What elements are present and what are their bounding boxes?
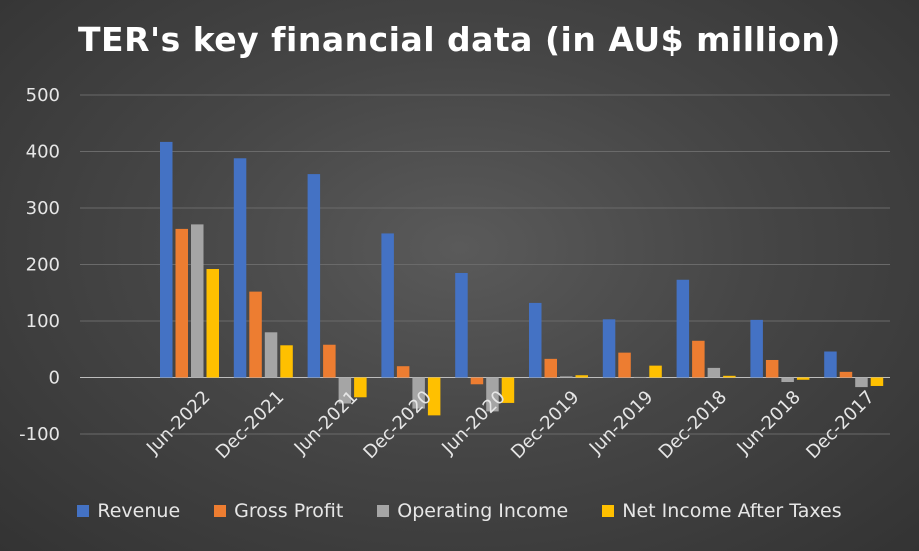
x-tick-label: Dec-2020: [359, 387, 435, 463]
legend-item-gross-profit: Gross Profit: [214, 500, 343, 522]
x-tick-label: Dec-2017: [802, 387, 878, 463]
y-tick-label: 500: [26, 85, 60, 106]
legend-swatch-operating-income: [377, 505, 390, 517]
bar-operating-income: [855, 377, 868, 388]
bar-revenue: [381, 233, 394, 378]
x-tick-label: Jun-2020: [437, 387, 509, 459]
bar-net-income-after-taxes: [870, 377, 884, 386]
bar-operating-income: [412, 377, 425, 409]
legend-swatch-gross-profit: [214, 505, 227, 517]
y-tick-label: 300: [26, 198, 60, 219]
bar-gross-profit: [765, 359, 779, 378]
bar-revenue: [750, 319, 763, 378]
bar-net-income-after-taxes: [649, 365, 662, 378]
y-tick-label: -100: [19, 424, 60, 445]
y-tick-label: 200: [26, 255, 60, 276]
bar-revenue: [602, 319, 616, 378]
chart-title: TER's key financial data (in AU$ million…: [78, 20, 841, 59]
bar-operating-income: [707, 367, 721, 378]
y-tick-label: 400: [26, 142, 60, 163]
legend-item-revenue: Revenue: [77, 500, 180, 522]
x-tick-label: Dec-2021: [212, 387, 288, 463]
bar-gross-profit: [175, 228, 188, 378]
bar-net-income-after-taxes: [723, 375, 736, 378]
bar-net-income-after-taxes: [796, 377, 810, 380]
bar-gross-profit: [470, 377, 484, 385]
bar-revenue: [307, 174, 321, 378]
bar-net-income-after-taxes: [206, 269, 219, 378]
bar-gross-profit: [618, 352, 631, 378]
bar-revenue: [676, 279, 690, 378]
bar-net-income-after-taxes: [427, 377, 441, 416]
legend-item-net-income: Net Income After Taxes: [602, 500, 842, 522]
legend-label-net-income: Net Income After Taxes: [622, 500, 842, 522]
x-tick-label: Jun-2019: [585, 387, 657, 459]
x-tick-label: Jun-2018: [733, 387, 805, 459]
bar-operating-income: [781, 377, 794, 383]
bar-gross-profit: [692, 340, 705, 378]
bar-gross-profit: [249, 291, 262, 378]
bar-revenue: [233, 158, 247, 378]
legend-label-revenue: Revenue: [97, 500, 181, 522]
legend-item-operating-income: Operating Income: [377, 500, 568, 522]
bar-operating-income: [633, 376, 647, 378]
legend-label-operating-income: Operating Income: [397, 500, 569, 522]
bar-net-income-after-taxes: [354, 377, 367, 398]
bar-net-income-after-taxes: [280, 345, 293, 378]
x-tick-label: Dec-2018: [655, 387, 731, 463]
bar-gross-profit: [839, 371, 853, 378]
y-tick-label: 100: [26, 311, 60, 332]
legend-swatch-net-income: [602, 505, 615, 517]
bar-gross-profit: [323, 344, 336, 378]
bar-revenue: [455, 272, 468, 378]
bar-gross-profit: [396, 366, 410, 378]
bar-operating-income: [191, 224, 204, 378]
x-tick-label: Dec-2019: [507, 387, 583, 463]
y-tick-label: 0: [49, 368, 60, 389]
bar-revenue: [160, 141, 173, 378]
legend-label-gross-profit: Gross Profit: [234, 500, 344, 522]
x-tick-label: Jun-2021: [290, 387, 362, 459]
legend-swatch-revenue: [77, 505, 90, 517]
bar-revenue: [824, 351, 837, 378]
bar-revenue: [529, 302, 542, 378]
bar-net-income-after-taxes: [575, 375, 588, 378]
bar-operating-income: [264, 332, 278, 378]
bar-operating-income: [486, 377, 499, 412]
x-tick-label: Jun-2022: [142, 387, 214, 459]
bar-operating-income: [560, 376, 573, 378]
bar-operating-income: [338, 377, 352, 404]
bar-net-income-after-taxes: [501, 377, 515, 403]
legend: Revenue Gross Profit Operating Income Ne…: [0, 500, 919, 522]
bar-gross-profit: [544, 358, 557, 378]
